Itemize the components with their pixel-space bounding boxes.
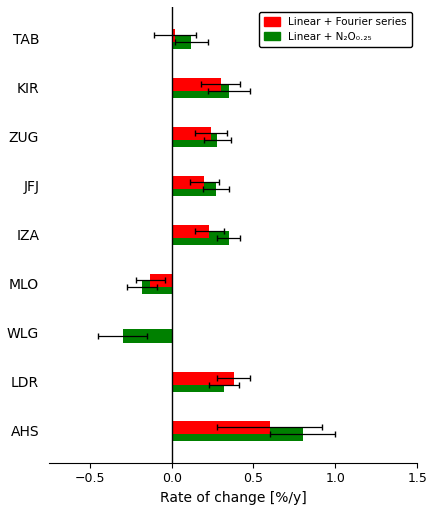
Bar [172, 231, 229, 245]
Bar [172, 134, 217, 147]
Bar [150, 273, 172, 287]
Bar [172, 225, 209, 238]
Bar [172, 77, 221, 91]
Bar [172, 428, 302, 441]
Bar [172, 35, 191, 49]
Legend: Linear + Fourier series, Linear + N₂O₀.₂₅: Linear + Fourier series, Linear + N₂O₀.₂… [259, 12, 412, 47]
Bar [122, 329, 172, 343]
Bar [172, 182, 216, 196]
Bar [172, 176, 204, 189]
Bar [172, 126, 211, 140]
X-axis label: Rate of change [%/y]: Rate of change [%/y] [160, 491, 306, 505]
Bar [172, 378, 224, 392]
Bar [172, 421, 270, 434]
Bar [172, 84, 229, 98]
Bar [172, 29, 175, 42]
Bar [172, 372, 234, 386]
Bar [142, 281, 172, 294]
